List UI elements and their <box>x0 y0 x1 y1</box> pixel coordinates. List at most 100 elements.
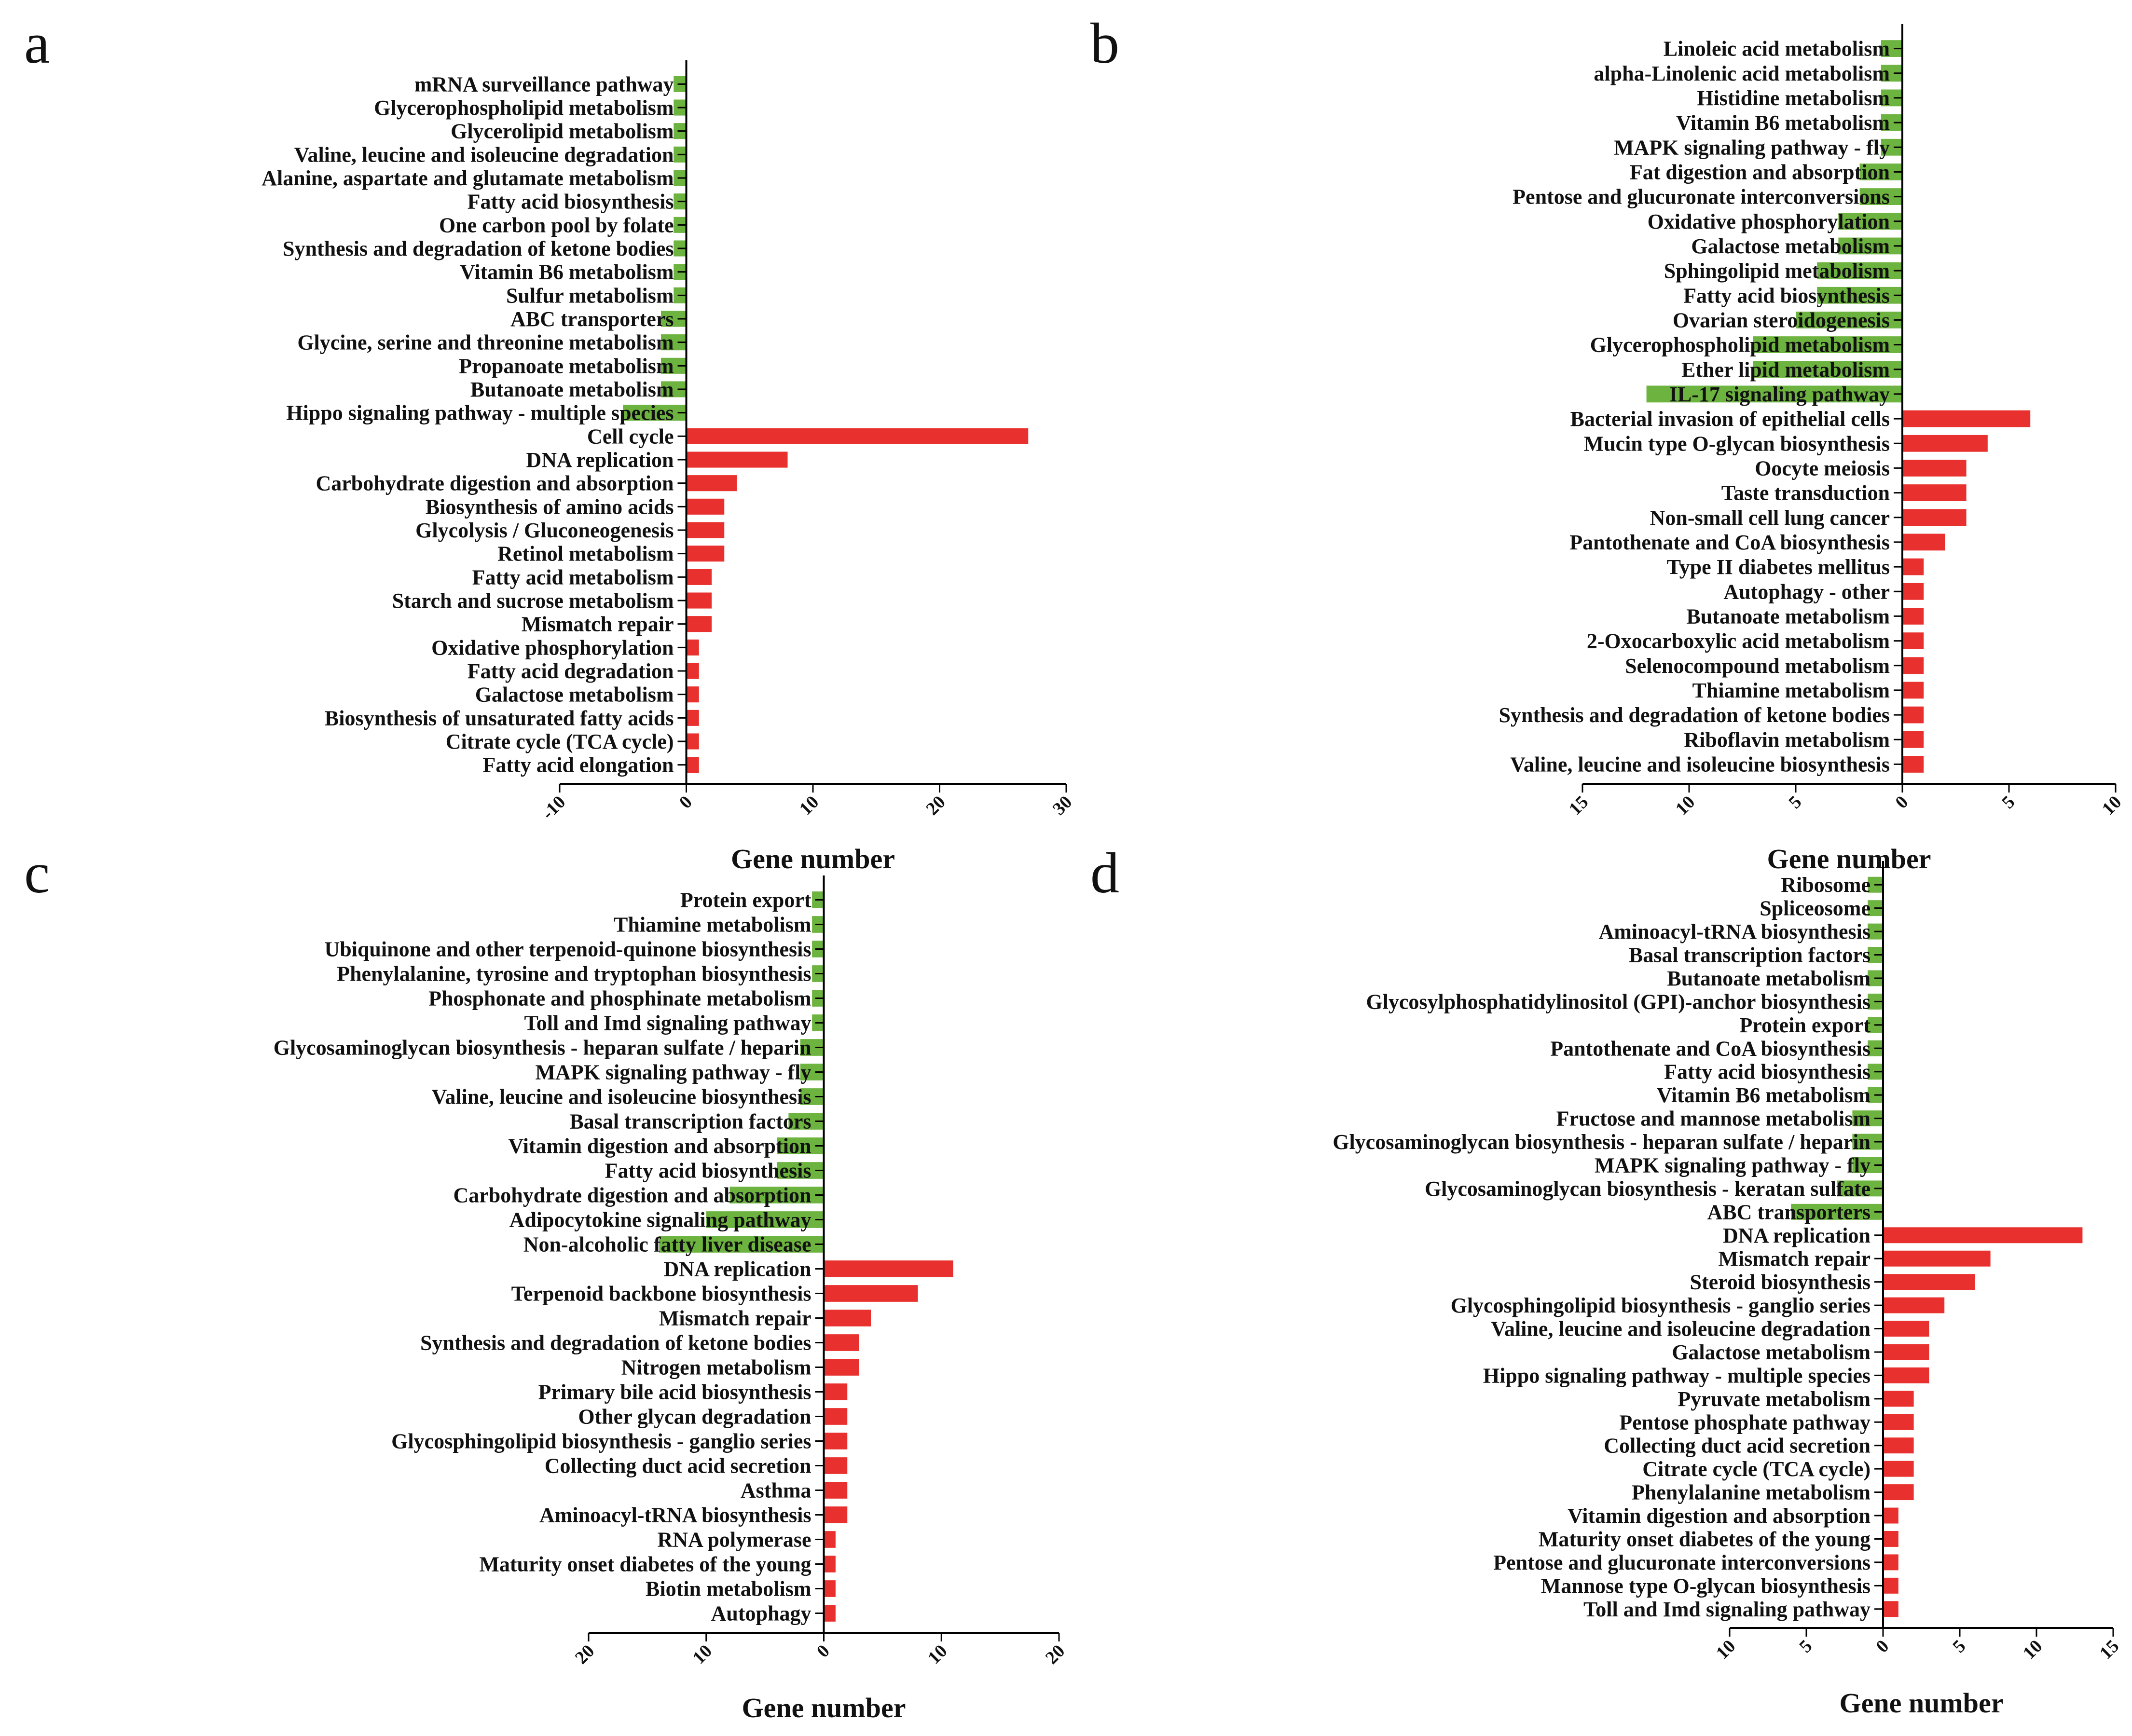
bar-up <box>1883 1344 1929 1360</box>
category-label: Fatty acid degradation <box>468 659 674 683</box>
category-label: Glycerolipid metabolism <box>451 120 674 143</box>
category-label: Glycosaminoglycan biosynthesis - heparan… <box>274 1036 812 1060</box>
category-label: Sphingolipid metabolism <box>1664 259 1890 283</box>
category-label: DNA replication <box>664 1258 812 1281</box>
bar-up <box>824 1383 848 1400</box>
category-label: Hippo signaling pathway - multiple speci… <box>1483 1364 1871 1387</box>
category-label: Retinol metabolism <box>497 542 674 566</box>
x-tick-label: -10 <box>538 792 570 824</box>
bar-down <box>623 405 687 421</box>
x-tick-label: 5 <box>1949 1636 1969 1657</box>
x-tick-label: 30 <box>1049 792 1076 820</box>
category-label: Type II diabetes mellitus <box>1667 555 1890 579</box>
category-label: Phosphonate and phosphinate metabolism <box>428 987 811 1011</box>
category-label: Glycolysis / Gluconeogenesis <box>415 519 674 542</box>
bar-up <box>1883 1484 1914 1501</box>
category-label: Taste transduction <box>1721 481 1890 505</box>
bar-up <box>1902 484 1967 501</box>
x-tick-label: 20 <box>1042 1641 1069 1668</box>
panel-letter: d <box>1090 841 1119 905</box>
category-label: Linoleic acid metabolism <box>1664 37 1890 61</box>
category-label: Adipocytokine signaling pathway <box>509 1208 812 1232</box>
category-label: Pentose phosphate pathway <box>1619 1410 1871 1434</box>
category-label: Autophagy <box>711 1602 812 1626</box>
category-label: Maturity onset diabetes of the young <box>1539 1527 1871 1551</box>
category-label: Protein export <box>680 889 812 912</box>
category-label: Fatty acid elongation <box>483 753 674 777</box>
bar-up <box>686 686 699 703</box>
category-label: Oocyte meiosis <box>1755 456 1890 480</box>
bar-down <box>1838 237 1902 255</box>
category-label: One carbon pool by folate <box>439 213 674 237</box>
bar-up <box>1883 1321 1929 1337</box>
category-label: Bacterial invasion of epithelial cells <box>1570 407 1890 431</box>
category-label: Cell cycle <box>587 424 674 448</box>
category-label: Vitamin digestion and absorption <box>1568 1504 1871 1528</box>
bar-up <box>824 1531 836 1548</box>
category-label: Fatty acid biosynthesis <box>468 190 674 214</box>
x-tick-label: 0 <box>1891 792 1912 813</box>
category-label: Phenylalanine, tyrosine and tryptophan b… <box>337 962 811 986</box>
category-label: Vitamin B6 metabolism <box>1657 1083 1871 1107</box>
category-label: Pyruvate metabolism <box>1678 1387 1871 1411</box>
category-label: Valine, leucine and isoleucine degradati… <box>294 143 674 166</box>
bar-up <box>824 1285 918 1302</box>
category-label: Galactose metabolism <box>1672 1340 1871 1364</box>
category-label: Thiamine metabolism <box>1692 679 1890 702</box>
category-label: Ribosome <box>1781 873 1871 897</box>
bar-up <box>686 451 788 468</box>
category-label: Synthesis and degradation of ketone bodi… <box>1499 703 1890 727</box>
category-label: Basal transcription factors <box>1629 943 1871 967</box>
bar-up <box>686 475 737 492</box>
category-label: Non-small cell lung cancer <box>1650 506 1890 530</box>
category-label: Toll and Imd signaling pathway <box>1583 1598 1871 1621</box>
bar-down <box>729 1187 824 1203</box>
category-label: Synthesis and degradation of ketone bodi… <box>420 1331 811 1355</box>
category-label: Butanoate metabolism <box>1686 604 1890 628</box>
bar-up <box>1883 1391 1914 1407</box>
bar-down <box>1838 213 1902 230</box>
category-label: Glycosylphosphatidylinositol (GPI)-ancho… <box>1366 990 1871 1013</box>
panel-a: a mRNA surveillance pathwayGlycerophospho… <box>24 11 1076 875</box>
bar-up <box>1902 632 1924 649</box>
bar-up <box>1883 1437 1914 1454</box>
bar-down <box>659 1236 824 1253</box>
category-label: Riboflavin metabolism <box>1684 728 1890 752</box>
bar-down <box>1791 1203 1883 1220</box>
category-label: Vitamin B6 metabolism <box>1676 111 1890 135</box>
category-label: Thiamine metabolism <box>614 913 811 937</box>
bar-up <box>824 1310 871 1326</box>
bar-up <box>1883 1274 1975 1290</box>
category-label: Vitamin B6 metabolism <box>460 260 674 284</box>
category-label: Vitamin digestion and absorption <box>509 1135 812 1158</box>
category-label: Mismatch repair <box>1718 1247 1871 1271</box>
bar-down <box>1796 312 1902 328</box>
category-label: Pantothenate and CoA biosynthesis <box>1569 531 1890 554</box>
bar-down <box>1817 287 1902 304</box>
category-label: Autophagy - other <box>1723 580 1890 603</box>
category-label: Glycosphingolipid biosynthesis - ganglio… <box>1451 1294 1871 1317</box>
category-label: Terpenoid backbone biosynthesis <box>511 1282 812 1306</box>
bar-up <box>1883 1414 1914 1430</box>
bar-up <box>824 1260 953 1277</box>
bar-up <box>1902 657 1924 674</box>
panel-letter: a <box>24 11 50 75</box>
category-label: 2-Oxocarboxylic acid metabolism <box>1587 629 1890 653</box>
category-label: Biosynthesis of unsaturated fatty acids <box>325 706 674 730</box>
category-label: Fructose and mannose metabolism <box>1556 1107 1871 1131</box>
x-tick-label: 15 <box>2096 1636 2123 1664</box>
bar-up <box>686 663 699 679</box>
bar-up <box>1902 608 1924 625</box>
bar-up <box>1902 460 1967 477</box>
bar-up <box>824 1433 848 1449</box>
category-label: Ubiquinone and other terpenoid-quinone b… <box>324 938 811 961</box>
panel-b: b Linoleic acid metabolismalpha-Linolenic… <box>1090 11 2125 875</box>
category-label: Mismatch repair <box>659 1307 812 1330</box>
bar-up <box>1883 1367 1929 1383</box>
bar-up <box>824 1482 848 1499</box>
bar-up <box>1902 533 1945 551</box>
bar-up <box>824 1605 836 1622</box>
bar-up <box>1902 435 1988 452</box>
